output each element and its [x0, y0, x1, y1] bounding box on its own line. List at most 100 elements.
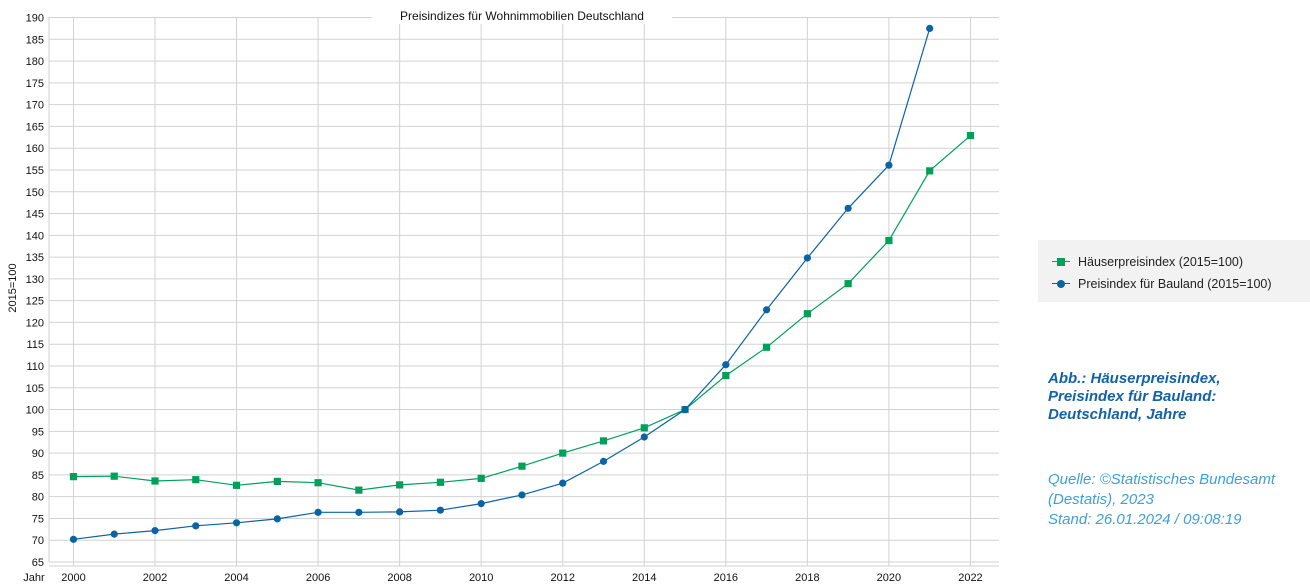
data-point	[151, 477, 159, 485]
y-tick-label: 145	[26, 209, 44, 221]
figure-caption: Abb.: Häuserpreisindex, Preisindex für B…	[1048, 370, 1298, 424]
y-tick-label: 140	[26, 230, 44, 242]
y-tick-label: 160	[26, 143, 44, 155]
y-tick-label: 170	[26, 100, 44, 112]
data-point	[396, 481, 404, 489]
data-point	[110, 472, 118, 480]
x-tick-label: 2018	[795, 572, 819, 584]
grid	[48, 17, 999, 567]
legend-label: Häuserpreisindex (2015=100)	[1078, 255, 1244, 269]
data-point	[803, 254, 811, 262]
x-tick-label: 2000	[61, 572, 85, 584]
data-point	[436, 506, 445, 514]
stand-line: Stand: 26.01.2024 / 09:08:19	[1048, 511, 1242, 528]
y-tick-label: 85	[32, 470, 44, 482]
y-tick-label: 100	[26, 405, 44, 417]
legend-item-haeuserpreisindex[interactable]: Häuserpreisindex (2015=100)	[1052, 251, 1310, 273]
source-note: Quelle: ©Statistisches Bundesamt (Destat…	[1048, 470, 1310, 530]
x-axis-ticks: 2000 2002 2004 2006 2008 2010 2012 2014 2016 2018…	[61, 572, 982, 584]
square-marker-icon	[1052, 257, 1070, 267]
data-point	[396, 508, 404, 516]
y-tick-label: 95	[32, 426, 44, 438]
data-point	[599, 437, 608, 445]
x-tick-label: 2002	[143, 572, 167, 584]
y-tick-label: 110	[26, 361, 44, 373]
data-point	[192, 522, 200, 530]
caption-line: Deutschland, Jahre	[1048, 406, 1187, 423]
y-tick-label: 90	[32, 448, 44, 460]
x-axis-label: Jahr	[23, 572, 45, 584]
x-tick-label: 2004	[224, 572, 248, 584]
data-point	[477, 500, 485, 508]
legend-square	[1057, 258, 1065, 266]
data-point	[559, 449, 567, 457]
y-tick-label: 190	[26, 13, 44, 25]
x-tick-label: 2010	[469, 572, 493, 584]
x-tick-label: 2006	[306, 572, 330, 584]
legend-item-bauland[interactable]: Preisindex für Bauland (2015=100)	[1052, 273, 1310, 295]
data-point	[885, 236, 893, 245]
y-axis-ticks: 65 70 75 80 85 90 95 100 105 110 115 120 125 130 135 14…	[26, 13, 44, 569]
data-point	[681, 405, 689, 414]
x-tick-label: 2016	[714, 572, 738, 584]
y-tick-label: 155	[26, 165, 44, 177]
caption-line: Preisindex für Bauland:	[1048, 388, 1217, 405]
y-tick-label: 80	[32, 492, 44, 504]
y-tick-label: 175	[26, 78, 44, 90]
data-point	[722, 371, 730, 380]
series-bauland	[69, 24, 934, 543]
data-point	[640, 424, 648, 432]
data-point	[69, 535, 78, 543]
data-point	[69, 473, 78, 481]
data-point	[355, 486, 363, 494]
source-line: Quelle: ©Statistisches Bundesamt	[1048, 471, 1275, 488]
y-tick-label: 125	[26, 296, 44, 308]
series-haeuserpreisindex	[69, 131, 975, 494]
y-tick-label: 180	[26, 56, 44, 68]
data-point	[559, 479, 567, 487]
y-tick-label: 105	[26, 383, 44, 395]
data-point	[314, 508, 322, 516]
source-line: (Destatis), 2023	[1048, 491, 1154, 508]
y-tick-label: 65	[32, 557, 44, 569]
series-layer	[69, 24, 975, 543]
data-point	[722, 361, 730, 369]
legend-label: Preisindex für Bauland (2015=100)	[1078, 277, 1272, 291]
data-point	[273, 477, 281, 486]
data-point	[477, 474, 485, 482]
x-tick-label: 2012	[550, 572, 574, 584]
data-point	[232, 481, 241, 489]
series-line	[73, 28, 931, 540]
data-point	[966, 131, 975, 140]
data-point	[151, 527, 159, 535]
circle-marker-icon	[1052, 279, 1070, 289]
legend-dot	[1057, 280, 1065, 288]
chart: 65 70 75 80 85 90 95 100 105 110 115 120 125 130 135 14…	[7, 9, 999, 584]
y-tick-label: 115	[26, 339, 44, 351]
x-tick-label: 2022	[958, 572, 982, 584]
x-tick-label: 2020	[877, 572, 901, 584]
y-tick-label: 120	[26, 317, 44, 329]
data-point	[314, 479, 322, 487]
data-point	[844, 204, 852, 212]
y-tick-label: 75	[32, 513, 44, 525]
data-point	[518, 462, 526, 470]
legend: Häuserpreisindex (2015=100) Preisindex f…	[1038, 240, 1310, 302]
x-tick-label: 2008	[387, 572, 411, 584]
y-tick-label: 130	[26, 274, 44, 286]
caption-line: Abb.: Häuserpreisindex,	[1048, 370, 1221, 387]
data-point	[640, 433, 648, 441]
y-axis-label: 2015=100	[7, 263, 19, 312]
data-point	[803, 310, 811, 318]
y-tick-label: 70	[32, 535, 44, 547]
data-point	[436, 478, 445, 486]
y-tick-label: 150	[26, 187, 44, 199]
data-point	[885, 161, 893, 169]
series-line	[73, 135, 971, 491]
data-point	[232, 519, 241, 527]
data-point	[518, 491, 526, 499]
data-point	[355, 508, 363, 516]
data-point	[273, 515, 281, 523]
data-point	[926, 167, 934, 175]
x-tick-label: 2014	[632, 572, 656, 584]
